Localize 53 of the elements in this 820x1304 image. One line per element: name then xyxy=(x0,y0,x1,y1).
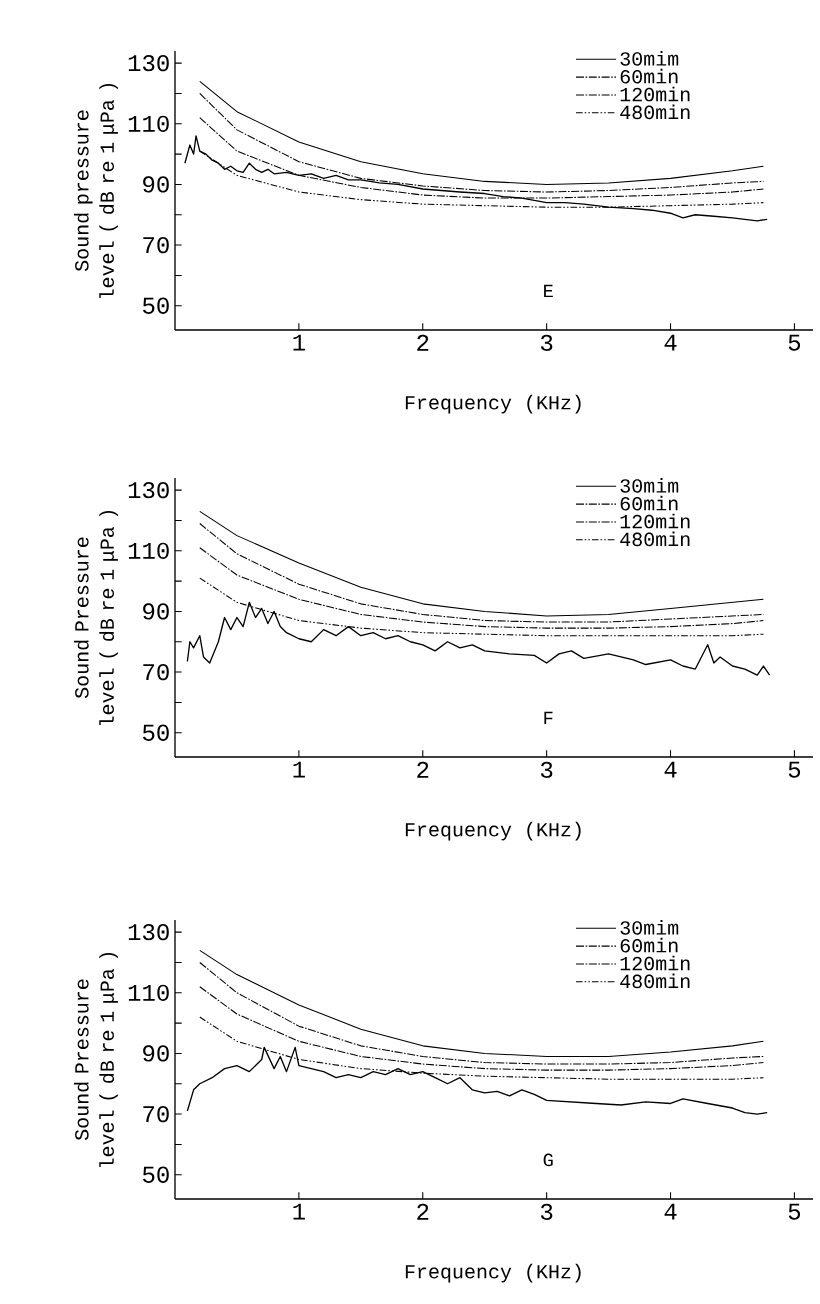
y-tick-label: 70 xyxy=(143,663,169,681)
line-series xyxy=(199,150,764,208)
legend-label: 60min xyxy=(620,68,678,84)
legend-label: 480min xyxy=(620,104,690,120)
x-tick-label: 4 xyxy=(664,761,677,778)
x-axis-title: Frequency (KHz) xyxy=(405,1263,581,1283)
y-axis-title: Sound Pressure level ( dB re 1 μPa ) xyxy=(73,510,118,725)
legend-label: 120min xyxy=(620,513,690,529)
x-tick-label: 3 xyxy=(540,334,553,351)
x-tick-label: 3 xyxy=(540,1203,553,1220)
y-tick-label: 130 xyxy=(128,481,169,499)
legend-label: 480min xyxy=(620,973,690,989)
legend-label: 30mim xyxy=(620,920,679,935)
legend-label: 30mim xyxy=(620,478,679,493)
y-tick-label: 110 xyxy=(128,542,169,559)
legend-label: 60min xyxy=(620,495,678,511)
y-tick-label: 110 xyxy=(128,984,169,1001)
x-tick-label: 2 xyxy=(417,1203,429,1220)
x-tick-label: 5 xyxy=(788,1203,801,1220)
y-tick-label: 50 xyxy=(142,1166,169,1183)
y-tick-label: 90 xyxy=(143,1045,169,1062)
annotation: G xyxy=(543,1153,553,1167)
y-tick-label: 110 xyxy=(128,115,169,132)
x-tick-label: 1 xyxy=(293,761,305,778)
x-tick-label: 4 xyxy=(664,1203,677,1220)
x-tick-label: 5 xyxy=(788,761,801,778)
legend-label: 120min xyxy=(620,86,690,102)
x-tick-label: 2 xyxy=(417,761,429,778)
legend-label: 60min xyxy=(620,937,678,953)
x-axis-title: Frequency (KHz) xyxy=(405,821,581,841)
y-axis-title: Sound Pressure level ( dB re 1 μPa ) xyxy=(73,952,118,1167)
x-axis-title: Frequency (KHz) xyxy=(405,394,581,414)
x-tick-label: 2 xyxy=(417,334,429,351)
legend-label: 30mim xyxy=(620,51,679,66)
y-tick-label: 130 xyxy=(128,923,169,941)
annotation: F xyxy=(544,711,553,725)
x-tick-label: 1 xyxy=(293,1203,305,1220)
legend-label: 480min xyxy=(620,531,690,547)
line-series xyxy=(199,547,764,629)
y-tick-label: 50 xyxy=(142,724,169,741)
y-tick-label: 50 xyxy=(142,297,169,314)
x-tick-label: 4 xyxy=(664,334,677,351)
y-tick-label: 90 xyxy=(143,603,169,620)
legend-label: 120min xyxy=(620,955,690,971)
y-tick-label: 70 xyxy=(143,236,169,254)
annotation: E xyxy=(544,284,553,298)
x-tick-label: 5 xyxy=(788,334,801,351)
y-tick-label: 90 xyxy=(143,176,169,193)
x-tick-label: 3 xyxy=(540,761,553,778)
x-tick-label: 1 xyxy=(293,334,305,351)
y-tick-label: 70 xyxy=(143,1105,169,1123)
y-axis-title: Sound pressure level ( dB re 1 μPa ) xyxy=(73,83,118,298)
y-tick-label: 130 xyxy=(128,54,169,72)
